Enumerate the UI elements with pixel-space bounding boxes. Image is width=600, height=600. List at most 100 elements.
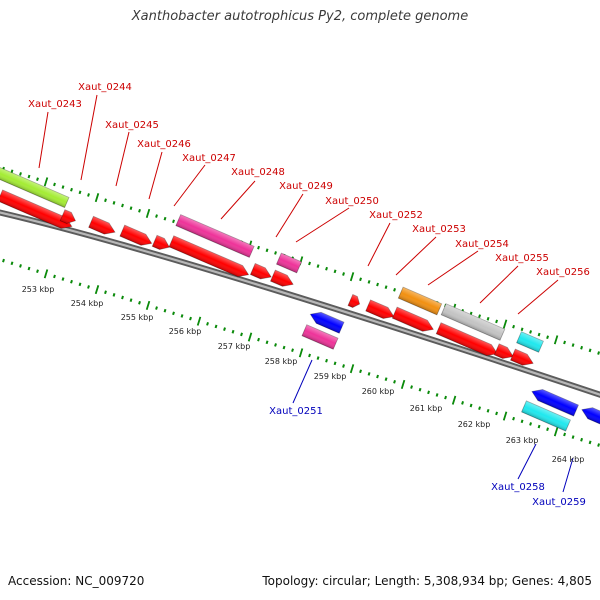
gene-arrow-xaut-0256b[interactable] <box>509 348 536 369</box>
minor-tick <box>19 264 22 268</box>
minor-tick <box>19 172 22 176</box>
minor-tick <box>240 332 243 337</box>
minor-tick <box>461 401 464 405</box>
callout-leader-line <box>427 250 479 286</box>
gene-callout[interactable]: Xaut_0245 <box>105 120 159 187</box>
gene-arrow-xaut-0247[interactable] <box>151 234 171 252</box>
gene-callout[interactable]: Xaut_0253 <box>395 224 466 276</box>
gene-label: Xaut_0254 <box>455 239 509 250</box>
minor-tick <box>597 351 600 355</box>
feature-block-magenta[interactable] <box>175 214 255 258</box>
gene-arrow-xaut-0254[interactable] <box>391 306 435 335</box>
minor-tick <box>265 340 269 345</box>
minor-tick <box>495 319 499 324</box>
feature-block-cyan-reverse[interactable] <box>521 400 571 432</box>
gene-arrow-xaut-0256[interactable] <box>493 343 515 362</box>
gene-arrow-xaut-0243[interactable] <box>0 189 74 232</box>
minor-tick <box>580 345 584 350</box>
minor-tick <box>36 177 39 181</box>
minor-tick <box>469 403 473 408</box>
minor-tick <box>87 285 90 289</box>
gene-arrow-xaut-0246[interactable] <box>119 224 154 249</box>
gene-callout[interactable]: Xaut_0256 <box>517 267 590 315</box>
minor-tick <box>172 219 175 224</box>
minor-tick <box>427 390 430 395</box>
major-tick <box>196 316 202 326</box>
gene-arrow-xaut-0252[interactable] <box>347 293 362 310</box>
minor-tick <box>61 185 65 189</box>
gene-arrow-xaut-0258[interactable] <box>530 386 579 417</box>
minor-tick <box>316 264 320 268</box>
gene-arrow-xaut-0248[interactable] <box>168 235 251 280</box>
callout-leader-line <box>367 222 391 267</box>
minor-tick <box>571 435 575 439</box>
gene-arrow-xaut-0249[interactable] <box>249 262 273 283</box>
gene-callout[interactable]: Xaut_0251 <box>269 359 323 417</box>
minor-tick <box>265 248 269 253</box>
minor-tick <box>206 322 209 326</box>
gene-arrow-xaut-0255[interactable] <box>435 322 499 359</box>
callout-leader-line <box>220 180 256 220</box>
major-tick <box>43 269 49 279</box>
minor-tick <box>512 324 516 329</box>
callout-leader-line <box>395 236 437 276</box>
gene-arrow-xaut-0250[interactable] <box>269 269 296 290</box>
gene-callout[interactable]: Xaut_0244 <box>78 82 132 181</box>
feature-block-magenta-reverse[interactable] <box>301 324 339 350</box>
major-tick <box>502 411 508 421</box>
minor-tick <box>129 298 133 302</box>
gene-callout[interactable]: Xaut_0254 <box>427 239 509 286</box>
genome-title: Xanthobacter autotrophicus Py2, complete… <box>131 9 469 24</box>
minor-tick <box>70 187 73 192</box>
minor-tick <box>155 306 158 310</box>
gene-callout[interactable]: Xaut_0248 <box>220 167 285 220</box>
gene-callout[interactable]: Xaut_0259 <box>532 457 586 508</box>
callout-leader-line <box>292 359 313 404</box>
minor-tick <box>274 251 277 255</box>
gene-callout[interactable]: Xaut_0250 <box>295 196 379 243</box>
minor-tick <box>486 316 490 321</box>
minor-tick <box>231 329 235 334</box>
callout-leader-line <box>38 111 49 169</box>
gene-arrow-xaut-0244[interactable] <box>59 209 78 227</box>
tick-label: 262 kbp <box>458 420 491 429</box>
gene-callout[interactable]: Xaut_0243 <box>28 99 82 169</box>
minor-tick <box>537 424 541 429</box>
feature-block-lime[interactable] <box>0 165 70 209</box>
major-tick <box>94 285 100 295</box>
gene-callout[interactable]: Xaut_0258 <box>491 443 545 493</box>
minor-tick <box>10 261 14 266</box>
minor-tick <box>214 324 218 329</box>
feature-block-cyan[interactable] <box>516 331 544 353</box>
gene-callout[interactable]: Xaut_0249 <box>275 181 333 238</box>
minor-tick <box>308 353 311 358</box>
gene-label: Xaut_0249 <box>279 181 333 192</box>
gene-label: Xaut_0258 <box>491 482 545 493</box>
gene-arrow-xaut-0245[interactable] <box>88 215 118 237</box>
gene-callout[interactable]: Xaut_0252 <box>367 210 423 267</box>
minor-tick <box>104 290 107 295</box>
callout-leader-line <box>562 457 574 493</box>
callout-leader-line <box>173 164 206 207</box>
callout-leader-line <box>295 207 350 243</box>
gene-callout[interactable]: Xaut_0255 <box>479 253 549 304</box>
minor-tick <box>571 343 575 347</box>
feature-block-silver[interactable] <box>440 303 506 341</box>
feature-block-magenta-small[interactable] <box>275 252 303 274</box>
minor-tick <box>308 261 311 266</box>
minor-tick <box>180 314 184 318</box>
feature-block-orange[interactable] <box>397 286 443 316</box>
reverse-tick-track <box>2 258 600 447</box>
gene-callout[interactable]: Xaut_0247 <box>173 153 236 207</box>
gene-arrow-xaut-0251[interactable] <box>308 309 345 334</box>
gene-arrow-xaut-0253[interactable] <box>365 299 396 322</box>
minor-tick <box>376 282 379 287</box>
major-tick <box>145 300 151 310</box>
minor-tick <box>393 379 396 384</box>
gene-arrow-xaut-0259[interactable] <box>580 404 600 425</box>
gene-label: Xaut_0255 <box>495 253 549 264</box>
major-tick <box>451 395 457 405</box>
major-tick <box>247 332 253 342</box>
minor-tick <box>359 277 362 282</box>
gene-callout[interactable]: Xaut_0246 <box>137 139 191 200</box>
